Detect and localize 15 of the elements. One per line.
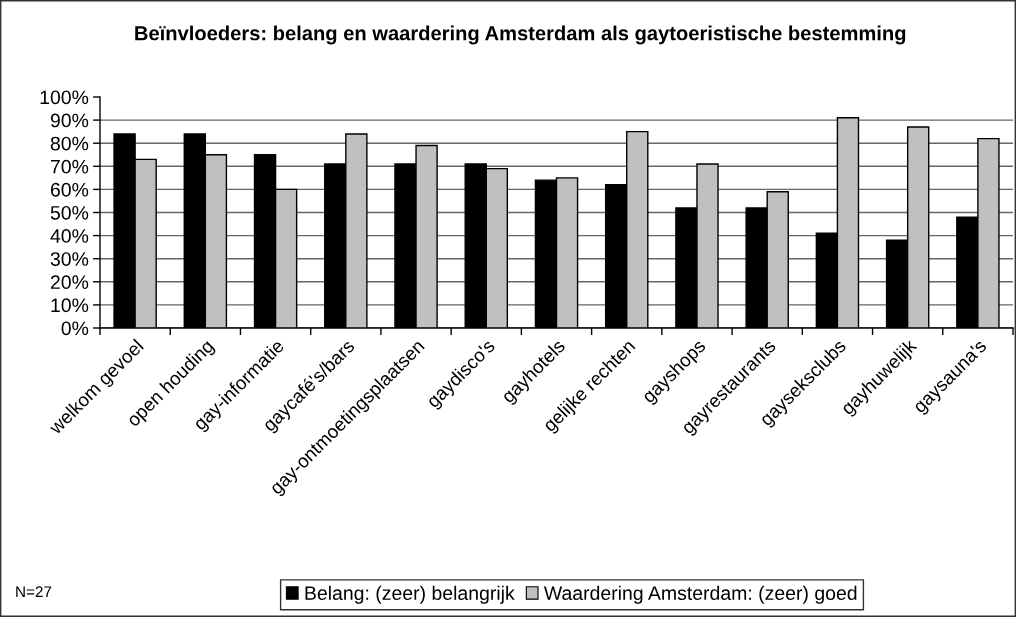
y-tick-label: 30% <box>50 252 89 266</box>
legend-label: Belang: (zeer) belangrijk <box>305 585 515 604</box>
y-tick-label: 90% <box>50 113 89 128</box>
y-tick-label: 100% <box>40 90 89 105</box>
y-tick-label: 60% <box>50 182 89 197</box>
y-tick-label: 20% <box>50 275 89 290</box>
y-tick-label: 40% <box>50 229 89 243</box>
y-tick-label: 70% <box>50 159 89 174</box>
legend-label: Waardering Amsterdam: (zeer) goed <box>543 585 857 604</box>
text: N=27 <box>16 586 52 597</box>
y-tick-label: 50% <box>50 205 89 220</box>
y-tick-label: 0% <box>61 321 89 336</box>
y-tick-label: 10% <box>51 298 89 313</box>
chart-title: Beïnvloeders: belang en waardering Amsterdam als gaytoeristische bestemming <box>135 25 906 45</box>
y-tick-label: 80% <box>50 136 89 151</box>
